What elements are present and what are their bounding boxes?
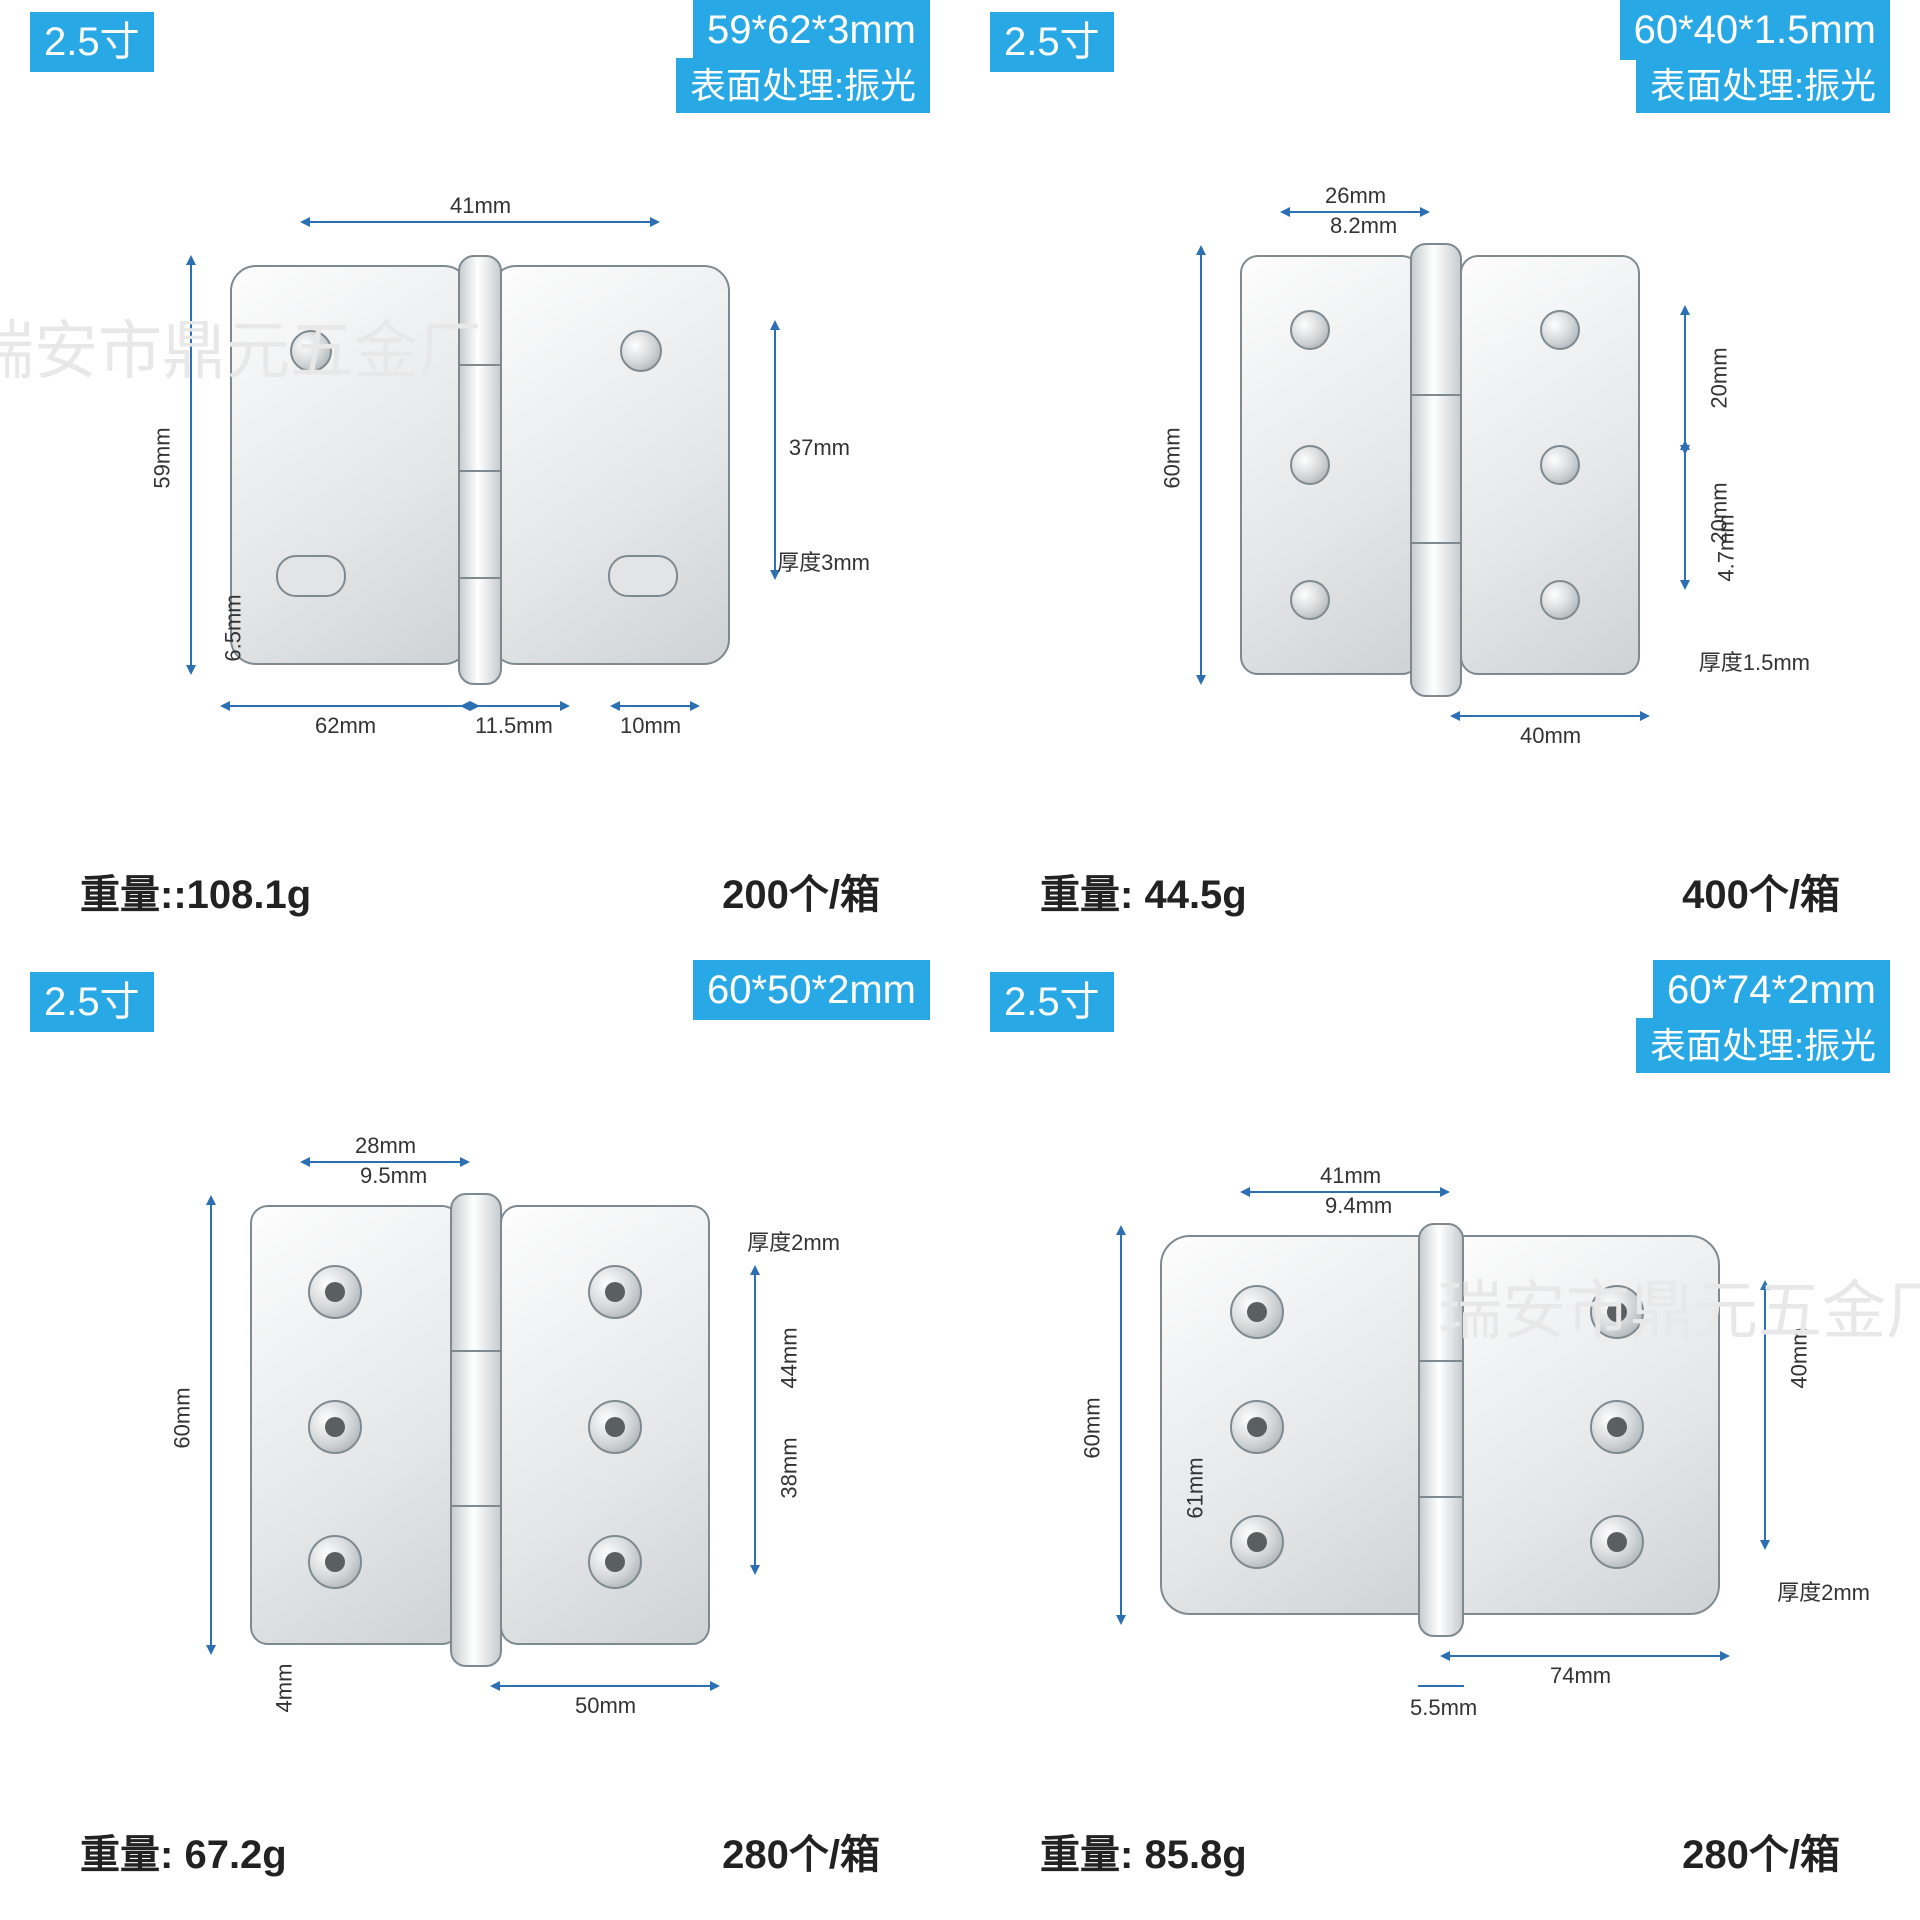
dim-left-h: 60mm: [1160, 427, 1186, 488]
dim-left-h: 59mm: [150, 427, 176, 488]
size-badge: 2.5寸: [30, 972, 154, 1032]
dim-bottom-m: 11.5mm: [475, 713, 553, 739]
surface-badge: 表面处理:振光: [1636, 58, 1890, 113]
dim-r2: 38mm: [776, 1437, 802, 1498]
dim-top2: 9.4mm: [1325, 1193, 1392, 1219]
dim-top: 26mm: [1325, 183, 1386, 209]
dim-top: 41mm: [1320, 1163, 1381, 1189]
panel-2: 2.5寸 60*40*1.5mm 表面处理:振光 26mm 8.: [960, 0, 1920, 960]
dim-badge: 60*74*2mm: [1653, 960, 1890, 1020]
info-row: 重量: 67.2g 280个/箱: [80, 1822, 880, 1880]
dim-left-h: 60mm: [170, 1387, 196, 1448]
dim-top2: 8.2mm: [1330, 213, 1397, 239]
dim-r1: 40mm: [1786, 1327, 1812, 1388]
weight-label: 重量:: [80, 873, 173, 917]
dim-bottom-r: 10mm: [620, 713, 681, 739]
dim-bottom: 50mm: [575, 1693, 636, 1719]
product-grid: 2.5寸 59*62*3mm 表面处理:振光: [0, 0, 1920, 1920]
panel-4: 2.5寸 60*74*2mm 表面处理:振光 41mm 9.4m: [960, 960, 1920, 1920]
panel-1: 2.5寸 59*62*3mm 表面处理:振光: [0, 0, 960, 960]
thickness-label: 厚度2mm: [747, 1225, 840, 1257]
panel-3: 2.5寸 60*50*2mm 28mm 9.5mm 厚: [0, 960, 960, 1920]
surface-badge: 表面处理:振光: [676, 58, 930, 113]
dim-top: 41mm: [450, 193, 511, 219]
info-row: 重量: 44.5g 400个/箱: [1040, 862, 1840, 920]
dim-right: 37mm: [789, 435, 850, 461]
diagram: 41mm 9.4mm 60mm 61mm 40mm 厚度2mm 74mm 5.5…: [1020, 1110, 1860, 1740]
qty-label: 280个/箱: [722, 1822, 880, 1880]
dim-r2: 61mm: [1183, 1457, 1209, 1518]
weight-value: 85.8g: [1144, 1833, 1246, 1877]
qty-label: 280个/箱: [1682, 1822, 1840, 1880]
weight-value: :108.1g: [173, 873, 311, 917]
weight-label: 重量:: [1040, 1833, 1133, 1877]
dim-badge: 60*50*2mm: [693, 960, 930, 1020]
dim-bottom: 74mm: [1550, 1663, 1611, 1689]
dim-bottom-m: 5.5mm: [1410, 1695, 1477, 1721]
info-row: 重量: 85.8g 280个/箱: [1040, 1822, 1840, 1880]
dim-top2: 9.5mm: [360, 1163, 427, 1189]
thickness-label: 厚度3mm: [777, 545, 870, 577]
size-badge: 2.5寸: [990, 12, 1114, 72]
dim-top: 28mm: [355, 1133, 416, 1159]
dim-badge: 59*62*3mm: [693, 0, 930, 60]
weight-label: 重量:: [1040, 873, 1133, 917]
diagram: 28mm 9.5mm 厚度2mm 60mm 44mm 38mm 50mm 4mm: [60, 1110, 900, 1740]
dim-hole-gap: 6.5mm: [221, 594, 247, 661]
weight-label: 重量:: [80, 1833, 173, 1877]
diagram: 26mm 8.2mm 60mm 20mm 20mm 4.7mm 厚度1.5mm …: [1020, 150, 1860, 780]
diagram: 41mm 37mm 厚度3mm 59mm 6.5mm 62mm 11.5mm 1…: [60, 150, 900, 780]
size-badge: 2.5寸: [30, 12, 154, 72]
dim-r1: 20mm: [1706, 347, 1732, 408]
thickness-label: 厚度2mm: [1777, 1575, 1870, 1607]
weight-value: 67.2g: [184, 1833, 286, 1877]
dim-bottom-l: 62mm: [315, 713, 376, 739]
thickness-label: 厚度1.5mm: [1699, 645, 1810, 677]
dim-r3: 4.7mm: [1713, 514, 1739, 581]
dim-badge: 60*40*1.5mm: [1620, 0, 1890, 60]
size-badge: 2.5寸: [990, 972, 1114, 1032]
weight-value: 44.5g: [1144, 873, 1246, 917]
dim-bottom-l: 4mm: [271, 1664, 297, 1713]
dim-r1: 44mm: [776, 1327, 802, 1388]
dim-bottom: 40mm: [1520, 723, 1581, 749]
surface-badge: 表面处理:振光: [1636, 1018, 1890, 1073]
dim-left-h: 60mm: [1080, 1397, 1106, 1458]
qty-label: 400个/箱: [1682, 862, 1840, 920]
info-row: 重量::108.1g 200个/箱: [80, 862, 880, 920]
qty-label: 200个/箱: [722, 862, 880, 920]
